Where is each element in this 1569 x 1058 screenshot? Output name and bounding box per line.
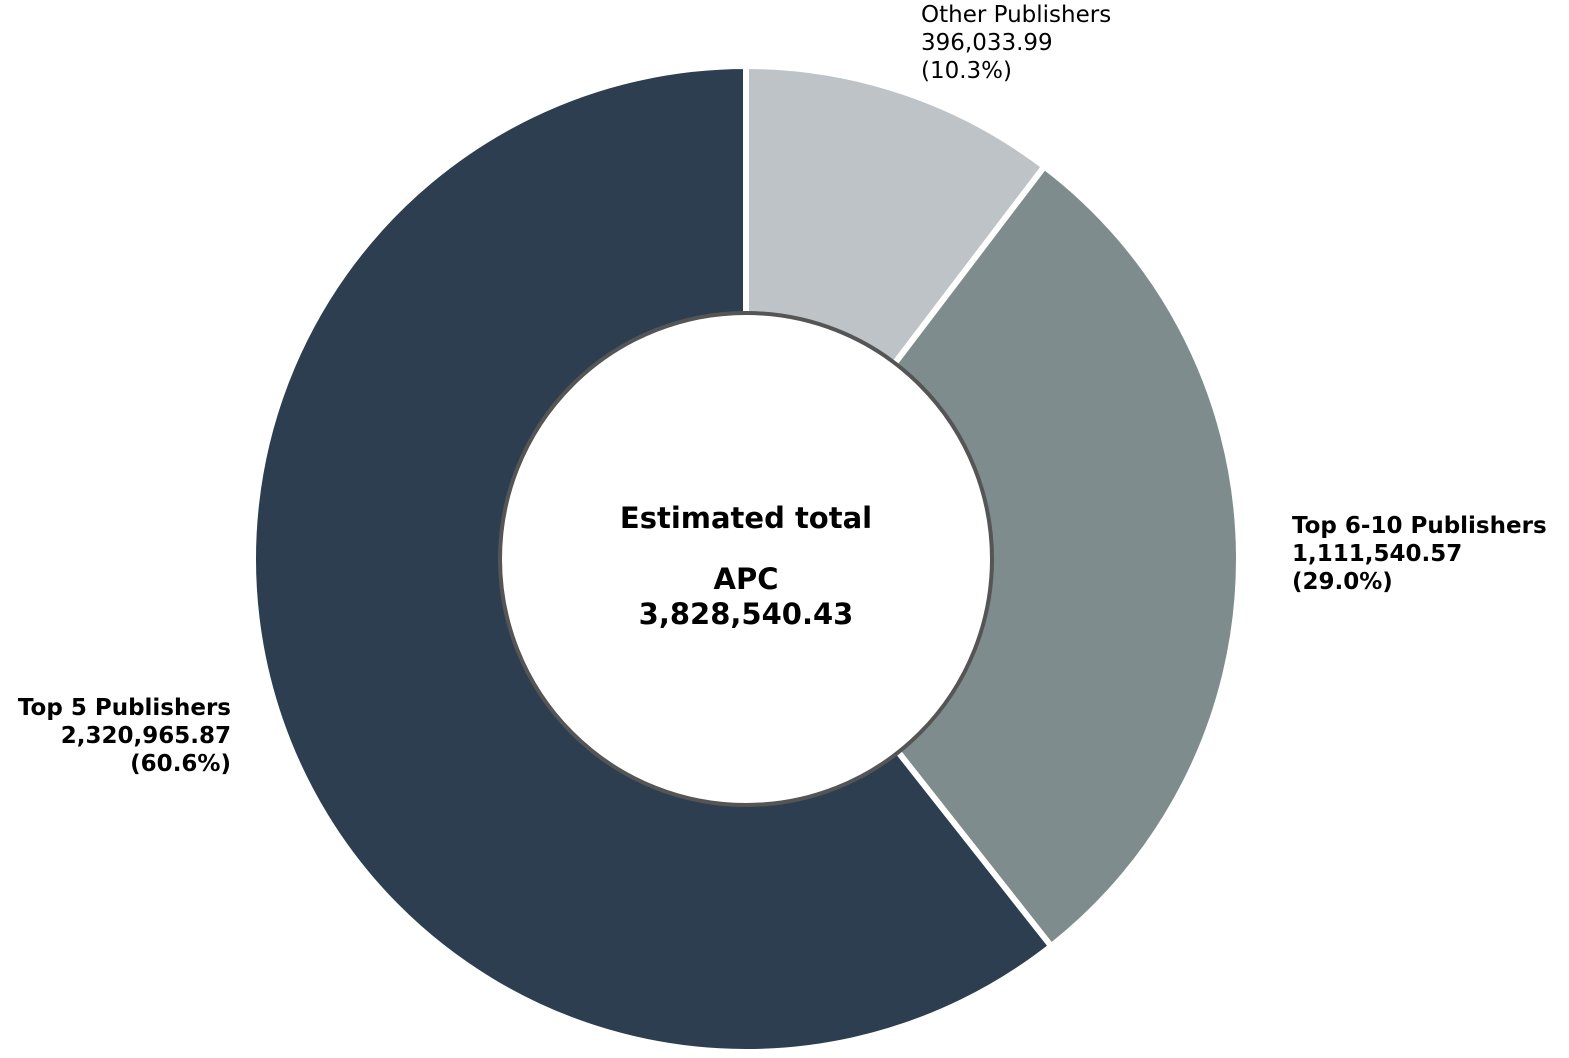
slice-label-name: Top 6-10 Publishers <box>1292 513 1547 539</box>
center-label: Estimated total APC 3,828,540.43 <box>620 501 872 631</box>
slice-label-top-6-10-publishers: Top 6-10 Publishers 1,111,540.57 (29.0%) <box>1292 513 1547 595</box>
slice-label-other-publishers: Other Publishers 396,033.99 (10.3%) <box>921 2 1111 84</box>
center-label-line1: Estimated total <box>620 501 872 535</box>
center-label-line2: APC <box>714 562 779 596</box>
center-hole <box>498 311 994 807</box>
slice-label-value: 2,320,965.87 <box>61 723 231 749</box>
slice-label-percent: (29.0%) <box>1292 569 1393 595</box>
slice-label-value: 396,033.99 <box>921 30 1053 56</box>
slice-label-name: Other Publishers <box>921 2 1111 28</box>
center-label-line3: 3,828,540.43 <box>639 597 854 631</box>
donut-slices <box>250 62 1242 1055</box>
slice-label-value: 1,111,540.57 <box>1292 541 1462 567</box>
slice-label-name: Top 5 Publishers <box>18 695 231 721</box>
slice-label-percent: (60.6%) <box>130 751 231 777</box>
slice-label-percent: (10.3%) <box>921 58 1012 84</box>
slice-label-top-5-publishers: Top 5 Publishers 2,320,965.87 (60.6%) <box>18 695 231 777</box>
